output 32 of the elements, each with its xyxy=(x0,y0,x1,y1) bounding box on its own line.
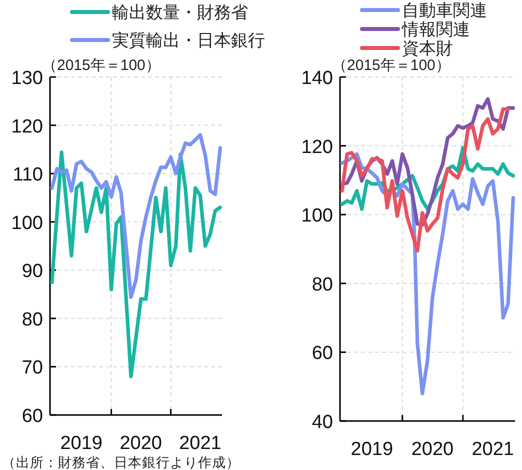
x-tick-label: 2020 xyxy=(411,439,454,460)
text: （2015年＝100） xyxy=(42,57,160,74)
y-tick-label: 60 xyxy=(22,406,43,427)
x-tick-label: 2020 xyxy=(120,433,162,454)
text: （出所：財務省、日本銀行より作成） xyxy=(2,455,240,470)
x-tick-label: 2021 xyxy=(472,439,514,460)
x-tick-label: 2021 xyxy=(179,433,222,454)
y-tick-label: 90 xyxy=(22,261,43,282)
line-series xyxy=(50,150,222,378)
y-tick-label: 120 xyxy=(301,136,333,158)
legend-label: 実質輸出・日本銀行 xyxy=(112,31,265,50)
y-tick-label: 110 xyxy=(12,164,43,186)
legend-label: 輸出数量・財務省 xyxy=(112,3,248,22)
legend-label: 資本財 xyxy=(402,39,453,58)
line-series xyxy=(50,133,222,299)
text: （2015年＝100） xyxy=(332,57,450,74)
x-tick-label: 2019 xyxy=(60,433,103,454)
y-tick-label: 100 xyxy=(11,212,43,234)
line-series xyxy=(340,107,510,253)
y-tick-label: 80 xyxy=(312,274,333,296)
legend-label: 情報関連 xyxy=(401,20,470,39)
y-tick-label: 80 xyxy=(22,309,43,330)
line-series xyxy=(340,152,515,396)
x-tick-label: 2019 xyxy=(350,439,394,460)
y-tick-label: 70 xyxy=(22,358,43,379)
y-tick-label: 140 xyxy=(301,68,333,89)
legend-label: 自動車関連 xyxy=(402,1,487,20)
y-tick-label: 60 xyxy=(312,343,333,364)
y-tick-label: 130 xyxy=(11,68,43,89)
y-tick-label: 100 xyxy=(301,206,333,227)
y-tick-label: 40 xyxy=(312,412,333,433)
y-tick-label: 120 xyxy=(11,116,43,138)
